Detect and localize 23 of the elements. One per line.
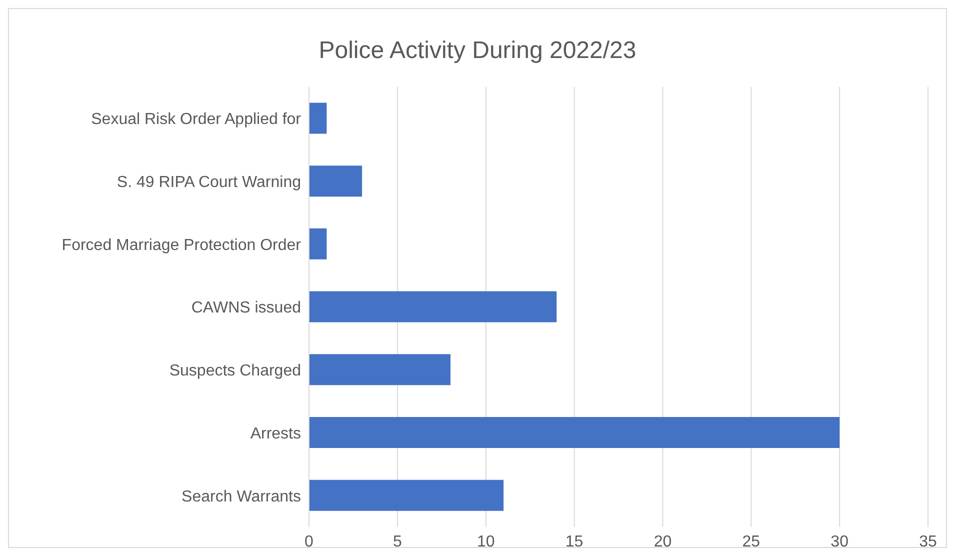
chart-title: Police Activity During 2022/23 [318, 36, 638, 66]
x-tick-label: 5 [392, 533, 402, 550]
x-tick-label: 10 [476, 533, 495, 550]
x-tick-label: 25 [742, 533, 760, 550]
bar [309, 480, 504, 511]
x-tick-label: 0 [304, 533, 314, 550]
y-tick-label: Arrests [250, 425, 301, 442]
y-tick-label: Forced Marriage Protection Order [62, 236, 302, 254]
y-tick-label: CAWNS issued [191, 300, 301, 317]
x-tick-label: 15 [565, 533, 584, 550]
bar [309, 354, 450, 386]
y-tick-label: Search Warrants [182, 488, 301, 506]
y-tick-label: Suspects Charged [169, 362, 301, 380]
bar [309, 291, 557, 322]
bar [309, 166, 362, 197]
bar [309, 417, 840, 448]
y-tick-label: S. 49 RIPA Court Warning [116, 174, 301, 191]
x-tick-label: 20 [654, 533, 672, 550]
x-tick-label: 35 [919, 533, 937, 550]
bar [309, 228, 327, 260]
bar [309, 102, 327, 134]
x-tick-label: 30 [830, 533, 849, 550]
y-tick-label: Sexual Risk Order Applied for [91, 111, 302, 128]
